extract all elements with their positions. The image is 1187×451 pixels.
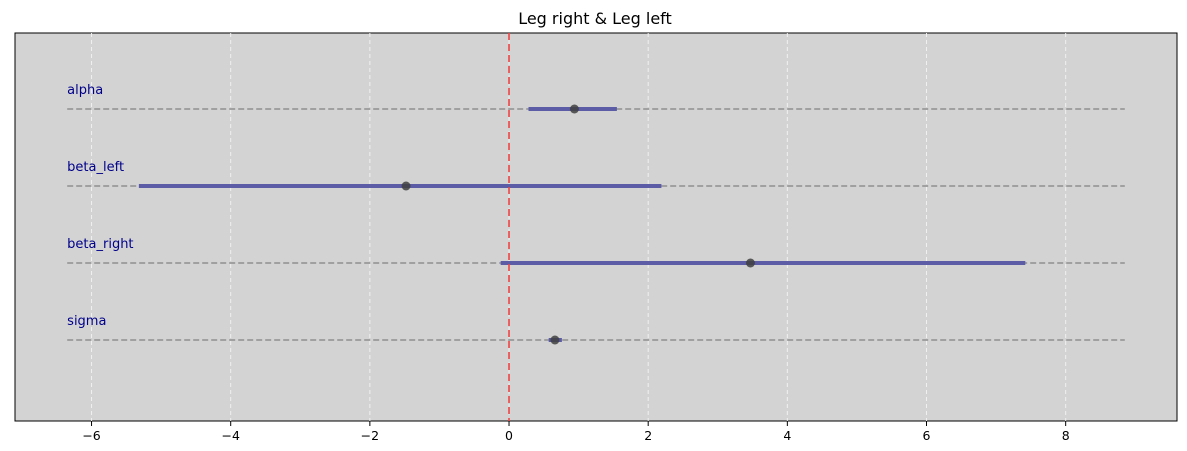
- parameter-row: beta_right: [67, 237, 1125, 268]
- x-tick-label: −2: [361, 428, 379, 443]
- x-tick-label: −6: [82, 428, 100, 443]
- x-tick-label: 8: [1062, 428, 1070, 443]
- mean-point: [401, 181, 411, 191]
- x-tick-label: 2: [644, 428, 652, 443]
- parameter-row: alpha: [67, 83, 1125, 114]
- plot-area: [14, 32, 1178, 422]
- mean-point: [569, 104, 579, 114]
- parameter-row: beta_left: [67, 160, 1125, 191]
- row-label: beta_right: [67, 237, 133, 252]
- x-tick-label: 0: [505, 428, 513, 443]
- x-axis: −6 −4 −2 0 2 4 6 8: [82, 421, 1070, 443]
- row-label: beta_left: [67, 160, 124, 175]
- x-tick-label: 6: [923, 428, 931, 443]
- x-tick-label: 4: [783, 428, 791, 443]
- row-label: sigma: [67, 314, 106, 329]
- chart-title: Leg right & Leg left: [518, 9, 672, 28]
- mean-point: [745, 258, 755, 268]
- x-tick-label: −4: [221, 428, 239, 443]
- parameter-row: sigma: [67, 314, 1125, 345]
- row-label: alpha: [67, 83, 103, 98]
- mean-point: [550, 335, 560, 345]
